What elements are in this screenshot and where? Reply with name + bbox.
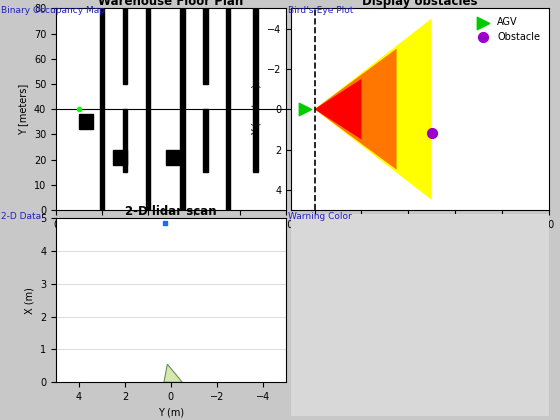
Polygon shape bbox=[164, 364, 183, 382]
Obstacle bbox=[427, 130, 436, 137]
AGV bbox=[301, 106, 310, 113]
Bar bbox=[226, 8, 231, 109]
X-axis label: X (meters): X (meters) bbox=[394, 235, 446, 245]
Bar bbox=[113, 150, 127, 165]
X-axis label: Y (m): Y (m) bbox=[158, 407, 184, 417]
Title: Warehouse Floor Plan: Warehouse Floor Plan bbox=[98, 0, 244, 8]
Title: Display obstacles: Display obstacles bbox=[362, 0, 478, 8]
Text: Binary Occupancy Map: Binary Occupancy Map bbox=[1, 6, 105, 15]
Bar bbox=[254, 8, 258, 109]
Bar bbox=[100, 8, 104, 109]
Bar bbox=[123, 8, 127, 84]
Y-axis label: Y (meters): Y (meters) bbox=[251, 84, 262, 135]
Bar bbox=[254, 109, 258, 172]
Bar bbox=[180, 109, 185, 210]
Polygon shape bbox=[315, 18, 432, 200]
Bar bbox=[203, 109, 208, 172]
Bar bbox=[146, 8, 150, 109]
Polygon shape bbox=[315, 79, 361, 139]
Bar bbox=[100, 109, 104, 210]
Title: 2-D lidar scan: 2-D lidar scan bbox=[125, 205, 217, 218]
X-axis label: X [meters]: X [meters] bbox=[145, 235, 197, 245]
Y-axis label: Y [meters]: Y [meters] bbox=[18, 84, 29, 135]
Bar bbox=[180, 8, 185, 109]
Bar bbox=[203, 8, 208, 84]
Legend: AGV, Obstacle: AGV, Obstacle bbox=[470, 13, 544, 46]
Bar bbox=[166, 150, 180, 165]
Text: 2-D Data: 2-D Data bbox=[1, 212, 41, 221]
Text: Warning Color: Warning Color bbox=[288, 212, 352, 221]
Y-axis label: X (m): X (m) bbox=[25, 287, 35, 314]
Polygon shape bbox=[315, 49, 396, 170]
Bar bbox=[146, 109, 150, 210]
Bar bbox=[226, 109, 231, 210]
Bar bbox=[123, 109, 127, 172]
Text: Bird’s-Eye Plot: Bird’s-Eye Plot bbox=[288, 6, 354, 15]
Bar bbox=[79, 114, 93, 129]
